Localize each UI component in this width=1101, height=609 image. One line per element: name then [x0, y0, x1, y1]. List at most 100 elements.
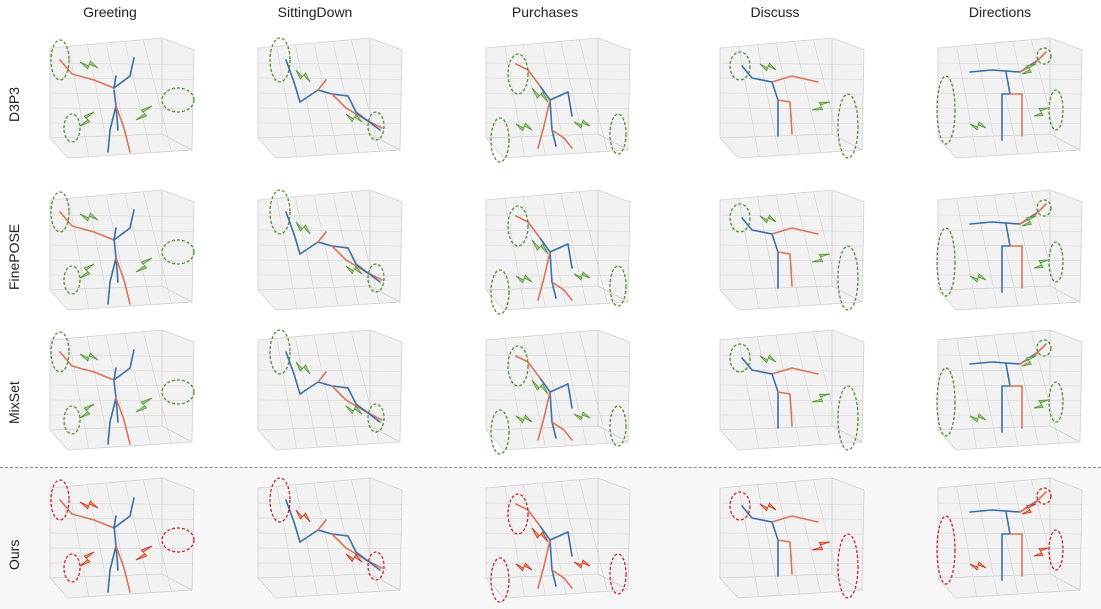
pose-panel-mixset-sittingdown — [257, 329, 403, 451]
skeleton — [59, 209, 135, 305]
highlight-ellipse — [609, 553, 627, 595]
left-leg-bone — [107, 257, 117, 305]
pose-panel-finepose-purchases — [485, 189, 631, 315]
lightning-arrow-icon — [531, 379, 549, 395]
right-leg-bone — [777, 391, 793, 427]
grid-lines — [719, 331, 865, 449]
pose-panel-finepose-greeting — [49, 189, 195, 311]
axis-box — [49, 189, 195, 311]
pose-panel-mixset-discuss — [719, 329, 865, 451]
lightning-arrow-icon — [1021, 355, 1037, 367]
grid-lines — [257, 331, 403, 449]
highlight-ellipse — [1036, 47, 1052, 65]
right-arm-bone — [59, 211, 115, 241]
spine-bone — [539, 237, 557, 299]
lightning-arrow-icon — [79, 500, 99, 510]
right-arm-bone — [317, 231, 327, 243]
row-header-mixset: MixSet — [6, 381, 22, 424]
right-leg-bone — [1009, 245, 1023, 289]
grid-lines — [719, 39, 865, 157]
left-arm-bone — [549, 243, 573, 269]
highlight-ellipse — [507, 53, 529, 95]
left-leg-bone — [1001, 71, 1011, 141]
highlight-ellipse — [507, 345, 529, 387]
right-leg-bone — [331, 245, 383, 281]
lightning-arrow-icon — [515, 414, 533, 424]
pose-panel-ours-directions — [936, 477, 1083, 599]
grid-lines — [49, 39, 195, 157]
highlight-ellipse — [161, 87, 195, 113]
right-arm-bone — [59, 499, 115, 529]
lightning-arrow-icon — [1033, 547, 1049, 557]
lightning-arrow-icon — [759, 502, 777, 512]
lightning-arrow-icon — [79, 352, 99, 362]
highlight-ellipse — [936, 515, 956, 585]
grid-lines — [257, 479, 403, 597]
right-leg-bone — [115, 105, 131, 153]
highlight-ellipse — [161, 527, 195, 553]
lightning-arrow-icon — [531, 527, 549, 543]
axis-box — [257, 477, 403, 599]
highlight-ellipse — [161, 239, 195, 265]
lightning-arrow-icon — [135, 257, 153, 273]
grid-lines — [49, 191, 195, 309]
highlight-ellipse — [837, 93, 859, 159]
lightning-arrow-icon — [295, 509, 311, 523]
highlight-ellipse — [609, 113, 627, 155]
left-arm-bone — [549, 383, 573, 409]
left-leg-bone — [1001, 511, 1011, 581]
pose-panel-ours-greeting — [49, 477, 195, 599]
highlight-ellipse — [269, 37, 291, 83]
highlight-ellipse — [490, 117, 510, 163]
right-leg-bone — [777, 99, 793, 135]
lightning-arrow-icon — [531, 87, 549, 103]
right-arm-bone — [771, 515, 819, 523]
left-leg-bone — [347, 247, 381, 283]
column-header-purchases: Purchases — [511, 4, 579, 20]
left-arm-bone — [113, 209, 135, 241]
highlight-ellipse — [63, 113, 81, 143]
highlight-ellipse — [367, 403, 385, 433]
skeleton — [515, 63, 573, 149]
spine-bone — [299, 381, 349, 395]
right-leg-bone — [537, 391, 551, 441]
row-header-finepose: FinePOSE — [6, 223, 22, 290]
right-arm-bone — [771, 367, 819, 375]
lightning-arrow-icon — [515, 122, 533, 132]
highlight-ellipse — [490, 557, 510, 603]
lightning-arrow-icon — [811, 541, 831, 551]
skeleton — [59, 57, 135, 153]
column-header-sittingdown: SittingDown — [277, 4, 353, 20]
highlight-ellipse — [1048, 529, 1064, 571]
lightning-arrow-icon — [79, 212, 99, 222]
grid-lines — [49, 479, 195, 597]
left-leg-bone — [1001, 363, 1011, 433]
right-arm-bone — [317, 371, 327, 383]
right-arm-bone — [771, 75, 819, 83]
lightning-arrow-icon — [969, 121, 987, 131]
axis-box — [257, 189, 403, 311]
highlight-ellipse — [161, 379, 195, 405]
grid-lines — [937, 39, 1083, 157]
lightning-arrow-icon — [531, 239, 549, 255]
neck-bone — [113, 227, 117, 241]
lightning-arrow-icon — [135, 397, 153, 413]
pose-panel-ours-purchases — [485, 477, 631, 603]
skeleton — [741, 217, 819, 289]
left-arm-bone — [285, 499, 301, 543]
right-leg-bone — [1009, 533, 1023, 577]
lightning-arrow-icon — [1021, 503, 1037, 515]
grid-lines — [719, 191, 865, 309]
left-leg-bone — [1001, 223, 1011, 293]
lightning-arrow-icon — [573, 271, 591, 281]
left-leg-bone — [107, 545, 117, 593]
skeleton — [741, 357, 819, 429]
lightning-arrow-icon — [515, 274, 533, 284]
lightning-arrow-icon — [759, 214, 777, 224]
pose-panel-d3p3-directions — [936, 37, 1083, 159]
lightning-arrow-icon — [345, 113, 363, 123]
left-arm-bone — [741, 217, 773, 235]
highlight-ellipse — [1048, 89, 1064, 131]
pose-panel-ours-discuss — [719, 477, 865, 599]
lightning-arrow-icon — [515, 562, 533, 572]
